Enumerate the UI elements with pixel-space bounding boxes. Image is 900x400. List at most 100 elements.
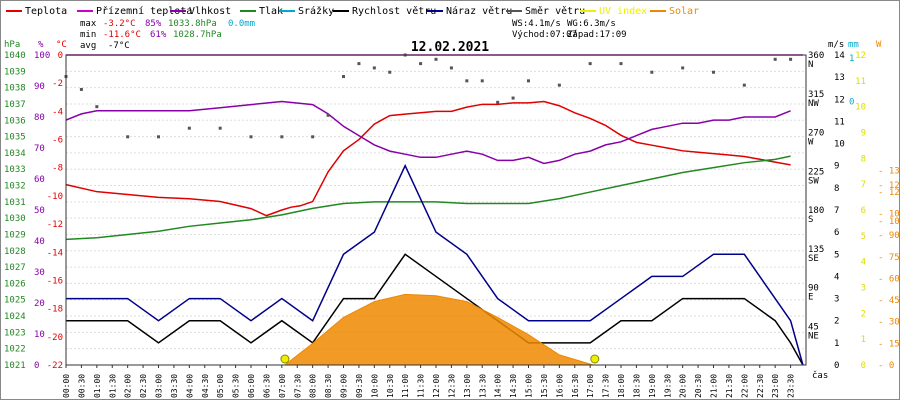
pressure-tick: 1025 xyxy=(4,296,26,306)
wind-direction-point xyxy=(388,70,392,74)
x-tick-label: 18:00 xyxy=(617,374,626,398)
x-tick-label: 19:30 xyxy=(663,374,672,398)
x-axis: 00:00 00:30 01:00 01:30 02:00 02:30 03:00 03:30… xyxy=(62,365,796,398)
windspeed-tick: 3 xyxy=(834,295,839,305)
stats-min-temp: -11.6°C xyxy=(103,30,141,40)
winddir-tick-compass: SE xyxy=(808,254,819,264)
windspeed-tick: 11 xyxy=(834,117,845,127)
naraz-vetru-line xyxy=(66,163,804,366)
x-tick-label: 05:00 xyxy=(216,374,225,398)
winddir-tick-compass: N xyxy=(808,60,813,70)
humidity-tick: 20 xyxy=(34,299,45,309)
legend-item-prizemni-teplota: Přízemní teplota xyxy=(77,5,192,17)
stats-sunset: Západ:17:09 xyxy=(567,30,627,40)
temperature-tick: -6 xyxy=(52,136,63,146)
windspeed-tick: 9 xyxy=(834,162,839,172)
uv-tick: 4 xyxy=(861,258,866,268)
winddir-tick-degrees: 135 xyxy=(808,245,824,255)
stats-avg-label: avg xyxy=(80,41,96,51)
x-tick-label: 08:30 xyxy=(324,374,333,398)
wind-direction-point xyxy=(79,87,83,91)
stats-rain: 0.0mm xyxy=(228,19,255,29)
winddir-tick-degrees: 180 xyxy=(808,206,824,216)
legend-label: UV index xyxy=(599,6,647,17)
tlak-line xyxy=(65,155,791,241)
winddir-tick-compass: S xyxy=(808,215,813,225)
right-axes: 14131211109876543210360N315NW270W225SW18… xyxy=(808,51,900,371)
wind-direction-point xyxy=(280,135,284,139)
legend-label: Teplota xyxy=(25,6,67,17)
winddir-tick-degrees: 225 xyxy=(808,167,824,177)
wind-direction-point xyxy=(342,75,345,79)
x-tick-label: 17:00 xyxy=(586,374,595,398)
windspeed-tick: 2 xyxy=(834,317,839,327)
stats-min-press: 1028.7hPa xyxy=(173,30,222,40)
winddir-tick-compass: NE xyxy=(808,331,819,341)
uv-tick: 12 xyxy=(855,51,866,61)
winddir-tick-degrees: 315 xyxy=(808,90,824,100)
wind-direction-point xyxy=(496,100,500,104)
legend-label: Náraz větru xyxy=(446,5,512,17)
pressure-tick: 1021 xyxy=(4,361,26,371)
x-tick-label: 05:30 xyxy=(232,374,241,398)
uv-tick: 5 xyxy=(861,232,866,242)
rychlost-vetru-line xyxy=(66,253,804,366)
wind-direction-point xyxy=(650,70,654,74)
pressure-tick: 1033 xyxy=(4,165,26,175)
legend-label: Srážky xyxy=(298,5,334,17)
wind-direction-point xyxy=(742,83,746,87)
legend-label: Směr větru xyxy=(525,5,585,17)
x-tick-label: 15:00 xyxy=(525,374,534,398)
uv-tick: 1 xyxy=(861,335,866,345)
temperature-unit: °C xyxy=(56,40,67,50)
uv-tick: 11 xyxy=(855,77,866,87)
legend-label: Rychlost větru xyxy=(352,5,436,17)
stats-wind-speed: WS:4.1m/s xyxy=(512,19,561,29)
x-tick-label: 16:30 xyxy=(571,374,580,398)
windspeed-tick: 10 xyxy=(834,140,845,150)
solar-unit: W xyxy=(876,40,882,50)
series-tlak xyxy=(65,155,791,241)
wind-direction-point xyxy=(789,57,793,61)
x-tick-label: 09:30 xyxy=(355,374,364,398)
wind-direction-point xyxy=(95,105,99,109)
legend-item-rychlost-vetru: Rychlost větru xyxy=(333,5,436,17)
uv-tick: 0 xyxy=(861,361,866,371)
teplota-line xyxy=(65,100,791,217)
windspeed-tick: 1 xyxy=(834,339,839,349)
x-tick-label: 21:30 xyxy=(725,374,734,398)
vlhkost-line xyxy=(65,100,791,165)
temperature-tick: -20 xyxy=(47,333,63,343)
wind-direction-point xyxy=(465,79,469,83)
wind-direction-point xyxy=(357,62,361,66)
wind-direction-point xyxy=(218,126,222,130)
solar-tick: - 1250 xyxy=(878,181,900,191)
wind-direction-point xyxy=(619,62,623,66)
pressure-tick: 1034 xyxy=(4,149,26,159)
humidity-tick: 60 xyxy=(34,175,45,185)
winddir-tick-degrees: 90 xyxy=(808,284,819,294)
legend-item-tlak: Tlak xyxy=(240,6,283,17)
x-tick-label: 12:30 xyxy=(447,374,456,398)
winddir-tick-compass: E xyxy=(808,293,813,303)
humidity-tick: 30 xyxy=(34,268,45,278)
x-tick-label: 11:30 xyxy=(417,374,426,398)
humidity-tick: 10 xyxy=(34,330,45,340)
x-tick-label: 11:00 xyxy=(401,374,410,398)
x-tick-label: 08:00 xyxy=(309,374,318,398)
winddir-tick-compass: W xyxy=(808,138,814,148)
wind-direction-point xyxy=(712,70,715,74)
legend-item-naraz-vetru: Náraz větru xyxy=(427,5,512,17)
pressure-tick: 1038 xyxy=(4,84,26,94)
x-tick-label: 15:30 xyxy=(540,374,549,398)
pressure-tick: 1036 xyxy=(4,116,26,126)
wind-direction-point xyxy=(773,57,777,61)
windspeed-tick: 14 xyxy=(834,51,845,61)
windspeed-tick: 13 xyxy=(834,73,845,83)
legend-item-srazky: Srážky xyxy=(279,5,334,17)
solar-tick: - 0 xyxy=(878,361,894,371)
wind-direction-point xyxy=(557,83,561,87)
pressure-tick: 1030 xyxy=(4,214,26,224)
